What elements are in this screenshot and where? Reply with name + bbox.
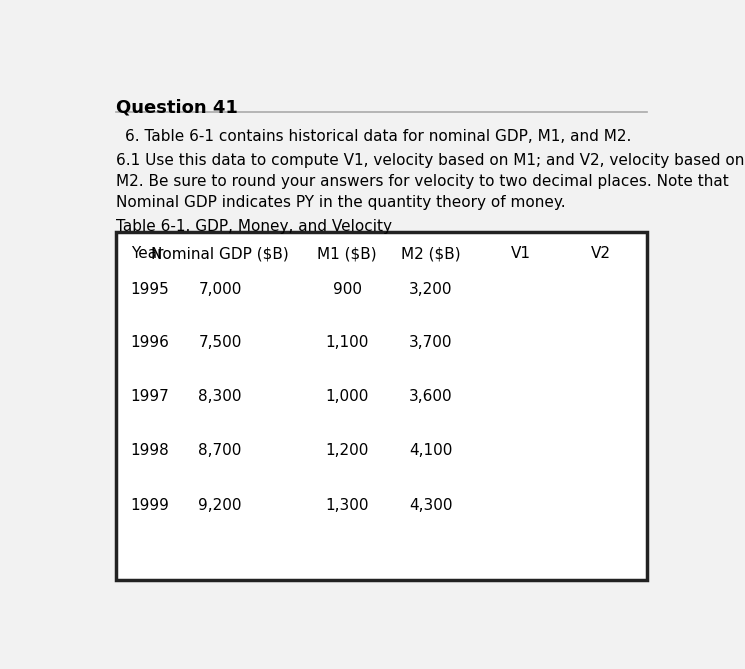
Text: 3,700: 3,700 (409, 335, 453, 351)
Text: 1,000: 1,000 (326, 389, 369, 404)
Text: 3,600: 3,600 (409, 389, 453, 404)
Text: 3,200: 3,200 (409, 282, 453, 297)
Text: Year: Year (130, 246, 163, 261)
Text: 4,100: 4,100 (409, 444, 452, 458)
Text: 6.1 Use this data to compute V1, velocity based on M1; and V2, velocity based on: 6.1 Use this data to compute V1, velocit… (116, 153, 744, 211)
Text: 6. Table 6-1 contains historical data for nominal GDP, M1, and M2.: 6. Table 6-1 contains historical data fo… (125, 129, 631, 145)
Text: 1997: 1997 (130, 389, 169, 404)
Text: V1: V1 (510, 246, 530, 261)
Text: 900: 900 (333, 282, 361, 297)
Text: 1999: 1999 (130, 498, 170, 512)
FancyBboxPatch shape (116, 232, 647, 580)
Text: 1,100: 1,100 (326, 335, 369, 351)
Text: 1996: 1996 (130, 335, 170, 351)
Text: Question 41: Question 41 (116, 98, 238, 116)
Text: 8,300: 8,300 (198, 389, 242, 404)
Text: 1,200: 1,200 (326, 444, 369, 458)
Text: Table 6-1. GDP, Money, and Velocity: Table 6-1. GDP, Money, and Velocity (116, 219, 392, 234)
Text: 7,000: 7,000 (198, 282, 242, 297)
Text: V2: V2 (592, 246, 611, 261)
Text: 1998: 1998 (130, 444, 169, 458)
Text: 7,500: 7,500 (198, 335, 242, 351)
Text: Nominal GDP ($B): Nominal GDP ($B) (151, 246, 289, 261)
Text: 1995: 1995 (130, 282, 169, 297)
Text: 1,300: 1,300 (326, 498, 369, 512)
Text: 8,700: 8,700 (198, 444, 242, 458)
Text: 9,200: 9,200 (198, 498, 242, 512)
Text: M1 ($B): M1 ($B) (317, 246, 377, 261)
Text: M2 ($B): M2 ($B) (401, 246, 460, 261)
Text: 4,300: 4,300 (409, 498, 453, 512)
